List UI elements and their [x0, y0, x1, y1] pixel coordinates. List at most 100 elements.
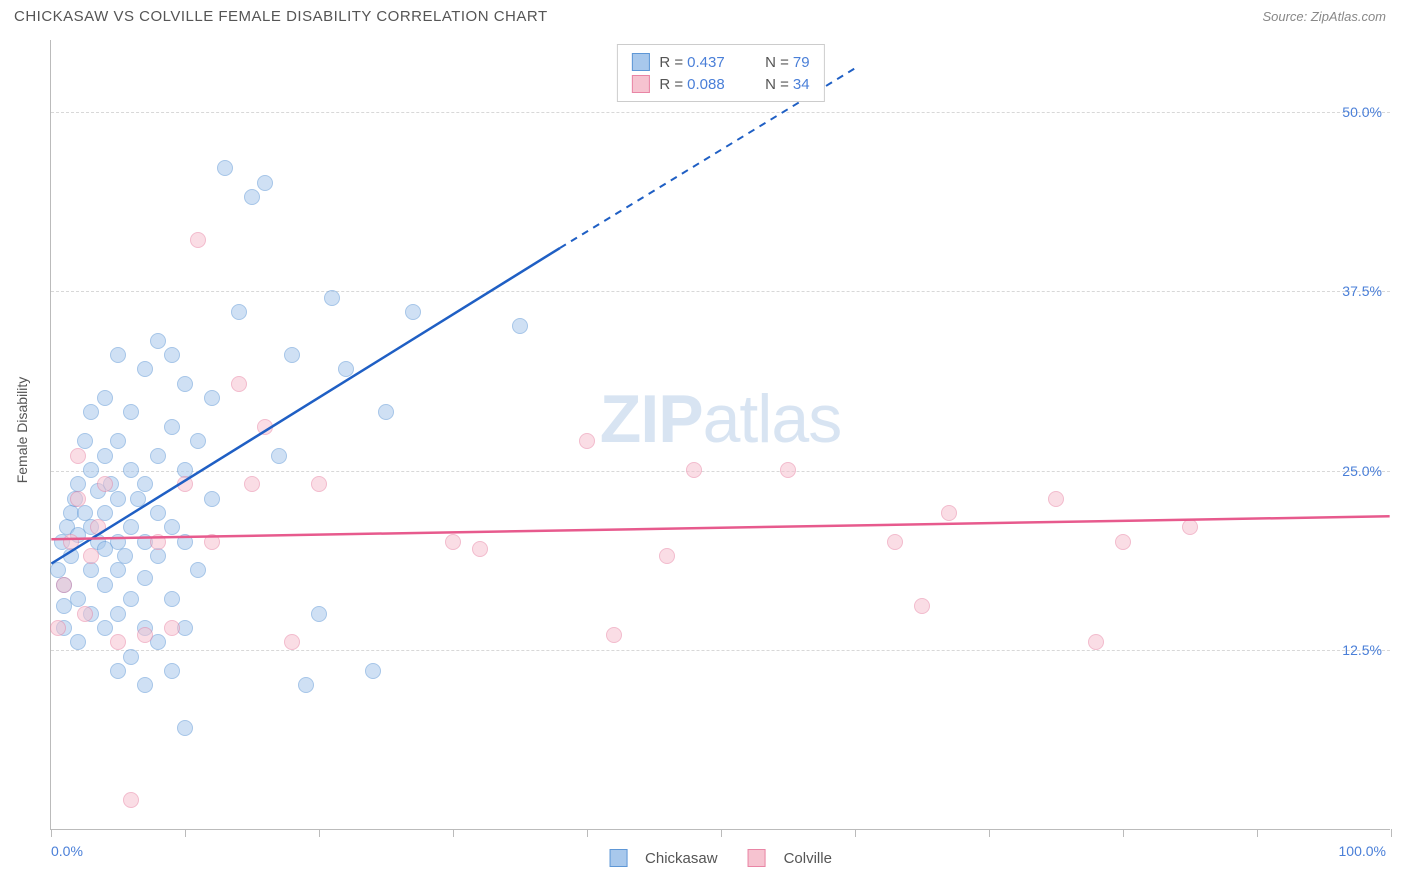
data-point: [117, 548, 133, 564]
data-point: [83, 562, 99, 578]
data-point: [56, 577, 72, 593]
x-tick: [1391, 829, 1392, 837]
data-point: [338, 361, 354, 377]
watermark: ZIPatlas: [600, 380, 841, 458]
data-point: [606, 627, 622, 643]
data-point: [130, 491, 146, 507]
data-point: [164, 591, 180, 607]
data-point: [110, 433, 126, 449]
data-point: [164, 663, 180, 679]
data-point: [177, 476, 193, 492]
x-tick-label: 100.0%: [1339, 843, 1386, 859]
data-point: [50, 620, 66, 636]
data-point: [123, 404, 139, 420]
data-point: [231, 376, 247, 392]
data-point: [914, 598, 930, 614]
data-point: [70, 491, 86, 507]
data-point: [257, 175, 273, 191]
x-tick: [51, 829, 52, 837]
correlation-legend: R = 0.437N = 79R = 0.088N = 34: [616, 44, 824, 102]
data-point: [1182, 519, 1198, 535]
data-point: [110, 606, 126, 622]
legend-row: R = 0.437N = 79: [631, 51, 809, 73]
data-point: [137, 570, 153, 586]
series-legend: ChickasawColville: [609, 849, 832, 867]
data-point: [271, 448, 287, 464]
data-point: [83, 548, 99, 564]
data-point: [780, 462, 796, 478]
gridline: [51, 291, 1390, 292]
data-point: [887, 534, 903, 550]
data-point: [405, 304, 421, 320]
data-point: [244, 476, 260, 492]
data-point: [190, 433, 206, 449]
legend-row: R = 0.088N = 34: [631, 73, 809, 95]
y-tick-label: 50.0%: [1342, 104, 1382, 120]
data-point: [257, 419, 273, 435]
data-point: [177, 534, 193, 550]
y-axis-label: Female Disability: [14, 377, 30, 484]
gridline: [51, 650, 1390, 651]
x-tick: [453, 829, 454, 837]
data-point: [110, 562, 126, 578]
data-point: [110, 491, 126, 507]
x-tick-label: 0.0%: [51, 843, 83, 859]
data-point: [150, 448, 166, 464]
data-point: [284, 347, 300, 363]
data-point: [123, 792, 139, 808]
data-point: [686, 462, 702, 478]
data-point: [659, 548, 675, 564]
data-point: [123, 462, 139, 478]
data-point: [445, 534, 461, 550]
data-point: [150, 505, 166, 521]
data-point: [512, 318, 528, 334]
data-point: [1115, 534, 1131, 550]
data-point: [164, 620, 180, 636]
data-point: [164, 419, 180, 435]
data-point: [579, 433, 595, 449]
data-point: [97, 620, 113, 636]
data-point: [298, 677, 314, 693]
data-point: [137, 361, 153, 377]
data-point: [97, 390, 113, 406]
data-point: [365, 663, 381, 679]
plot-area: ZIPatlas R = 0.437N = 79R = 0.088N = 34 …: [50, 40, 1390, 830]
gridline: [51, 471, 1390, 472]
chart-title: CHICKASAW VS COLVILLE FEMALE DISABILITY …: [14, 8, 548, 25]
data-point: [137, 476, 153, 492]
data-point: [190, 232, 206, 248]
data-point: [110, 663, 126, 679]
data-point: [137, 627, 153, 643]
data-point: [123, 591, 139, 607]
data-point: [164, 347, 180, 363]
data-point: [204, 534, 220, 550]
data-point: [83, 462, 99, 478]
y-tick-label: 12.5%: [1342, 642, 1382, 658]
data-point: [110, 347, 126, 363]
gridline: [51, 112, 1390, 113]
x-tick: [1123, 829, 1124, 837]
data-point: [123, 519, 139, 535]
data-point: [941, 505, 957, 521]
data-point: [63, 548, 79, 564]
data-point: [150, 534, 166, 550]
data-point: [190, 562, 206, 578]
data-point: [324, 290, 340, 306]
data-point: [83, 404, 99, 420]
chart-source: Source: ZipAtlas.com: [1262, 9, 1386, 24]
chart-header: CHICKASAW VS COLVILLE FEMALE DISABILITY …: [0, 0, 1406, 29]
data-point: [217, 160, 233, 176]
data-point: [150, 333, 166, 349]
data-point: [77, 606, 93, 622]
data-point: [123, 649, 139, 665]
data-point: [472, 541, 488, 557]
data-point: [90, 519, 106, 535]
data-point: [1088, 634, 1104, 650]
data-point: [311, 476, 327, 492]
data-point: [311, 606, 327, 622]
x-tick: [855, 829, 856, 837]
x-tick: [721, 829, 722, 837]
data-point: [150, 548, 166, 564]
trend-lines: [51, 40, 1390, 829]
x-tick: [319, 829, 320, 837]
